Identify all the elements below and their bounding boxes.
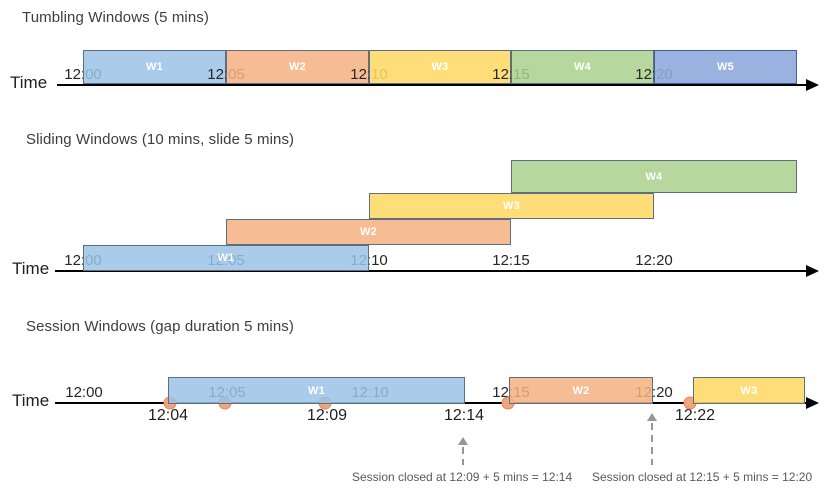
axis-arrowhead-icon — [806, 265, 819, 277]
window-label: W5 — [716, 61, 735, 73]
section-title: Tumbling Windows (5 mins) — [22, 9, 209, 26]
window-w1: W1 — [83, 50, 226, 84]
window-label: W3 — [502, 200, 521, 212]
time-axis-label: Time — [12, 391, 50, 410]
window-label: W4 — [645, 170, 663, 183]
window-label: W1 — [307, 384, 326, 397]
event-time-label: 12:22 — [674, 407, 716, 424]
time-axis-label: Time — [12, 259, 50, 278]
window-label: W1 — [145, 61, 164, 73]
window-w5: W5 — [654, 50, 797, 84]
window-w1: W1 — [83, 245, 369, 271]
window-label: W2 — [359, 226, 378, 238]
callout-arrow-line — [651, 423, 653, 465]
section-title: Sliding Windows (10 mins, slide 5 mins) — [26, 131, 295, 148]
window-label: W3 — [740, 384, 758, 397]
window-label: W2 — [572, 384, 590, 397]
window-label: W2 — [288, 61, 307, 73]
window-w3: W3 — [693, 377, 805, 404]
session-closed-annotation: Session closed at 12:15 + 5 mins = 12:20 — [592, 470, 813, 484]
window-w4: W4 — [511, 50, 654, 84]
time-axis-label: Time — [10, 73, 48, 92]
callout-arrow-up-icon — [458, 437, 468, 445]
event-time-label: 12:14 — [443, 407, 485, 424]
window-w4: W4 — [511, 160, 797, 193]
window-w1: W1 — [168, 377, 465, 404]
window-w2: W2 — [226, 219, 511, 245]
section-title: Session Windows (gap duration 5 mins) — [26, 318, 294, 335]
event-time-label: 12:04 — [147, 407, 189, 424]
axis-arrowhead-icon — [806, 79, 819, 91]
tick-label: 12:00 — [65, 384, 103, 401]
time-axis — [55, 270, 806, 272]
window-label: W1 — [217, 252, 235, 264]
window-label: W4 — [573, 61, 592, 73]
tick-label: 12:20 — [635, 252, 673, 269]
callout-arrow-line — [462, 447, 464, 465]
window-w2: W2 — [509, 377, 653, 404]
window-w3: W3 — [369, 50, 511, 84]
callout-arrow-up-icon — [647, 413, 657, 421]
event-time-label: 12:09 — [306, 407, 348, 424]
tick-label: 12:15 — [492, 252, 530, 269]
window-w2: W2 — [226, 50, 369, 84]
window-label: W3 — [431, 61, 449, 73]
window-w3: W3 — [369, 193, 654, 219]
time-axis — [57, 84, 806, 86]
session-closed-annotation: Session closed at 12:09 + 5 mins = 12:14 — [352, 470, 573, 484]
axis-arrowhead-icon — [806, 397, 819, 409]
